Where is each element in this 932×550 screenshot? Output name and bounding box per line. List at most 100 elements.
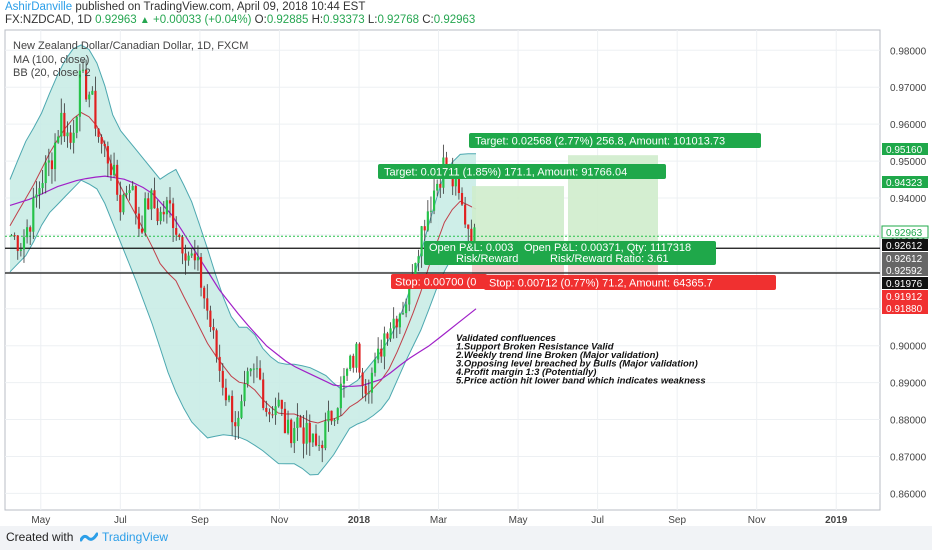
candle-body: [206, 298, 209, 311]
candle-body: [355, 343, 358, 368]
candle-body: [72, 132, 75, 143]
candle-body: [327, 410, 330, 422]
target-label-1-text: Target: 0.01711 (1.85%) 171.1, Amount: 9…: [384, 167, 627, 179]
candle-body: [227, 395, 231, 401]
candle-body: [10, 235, 13, 237]
open-value: 0.92885: [266, 14, 309, 26]
candle-body: [268, 411, 271, 415]
bb-upper-line: [9, 44, 476, 391]
tradingview-brand[interactable]: TradingView: [102, 530, 169, 544]
candle-body: [103, 143, 106, 147]
y-tick-label: 0.88000: [890, 416, 927, 427]
candle-body: [44, 162, 47, 184]
stop-label-2[interactable]: Stop: 0.00712 (0.77%) 71.2, Amount: 6436…: [484, 275, 776, 290]
candle-body: [184, 253, 187, 261]
x-tick-label: Jul: [114, 515, 127, 526]
candle-body: [255, 368, 259, 370]
notes-line-5: 5.Price action hit lower band which indi…: [456, 376, 706, 387]
candle-body: [237, 417, 240, 427]
stop-label-1[interactable]: Stop: 0.00700 (0: [391, 274, 487, 289]
candle-body: [249, 368, 252, 372]
price-label-box: [882, 277, 928, 289]
candle-body: [181, 237, 184, 254]
pnl-label-1[interactable]: Open P&L: 0.003 Risk/Reward: [424, 241, 520, 265]
candle-body: [473, 227, 476, 245]
candle-body: [373, 359, 377, 373]
candle-body: [401, 313, 405, 315]
candle-body: [215, 330, 218, 357]
moving-average-line: [9, 175, 477, 387]
candle-body: [358, 343, 361, 373]
candle-body: [426, 211, 429, 231]
candle-body: [336, 408, 339, 421]
candle-body: [436, 183, 439, 191]
time-axis[interactable]: May Jul Sep Nov 2018 Mar May Jul Sep Nov 2019: [31, 515, 847, 526]
x-tick-label: Jul: [591, 515, 604, 526]
rr-label-2-text: Risk/Reward Ratio: 3.61: [550, 253, 669, 265]
candle-body: [389, 328, 392, 339]
price-chart[interactable]: Target: 0.02568 (2.77%) 256.8, Amount: 1…: [0, 0, 932, 526]
candle-body: [467, 224, 470, 229]
stop-label-1-text: Stop: 0.00700 (0: [395, 277, 476, 289]
candle-body: [91, 90, 94, 95]
candle-body: [324, 421, 327, 449]
candle-body: [262, 379, 265, 408]
rr-label-1-text: Risk/Reward: [456, 253, 518, 265]
target-label-2[interactable]: Target: 0.02568 (2.77%) 256.8, Amount: 1…: [469, 133, 761, 148]
candle-body: [119, 194, 122, 213]
candle-body: [274, 406, 277, 416]
candle-body: [168, 200, 172, 204]
tradingview-logo-icon: [80, 532, 98, 542]
candle-body: [196, 257, 200, 261]
candle-body: [246, 371, 249, 384]
candle-body: [122, 194, 125, 213]
price-label-text: 0.91912: [886, 292, 923, 303]
candle-body: [243, 383, 246, 402]
target-label-2-text: Target: 0.02568 (2.77%) 256.8, Amount: 1…: [475, 136, 725, 148]
target-label-1[interactable]: Target: 0.01711 (1.85%) 171.1, Amount: 9…: [378, 164, 666, 179]
candle-body: [280, 399, 283, 409]
created-with-text: Created with: [6, 530, 74, 544]
candle-body: [175, 228, 178, 235]
candle-body: [190, 253, 193, 256]
pnl-label-2[interactable]: Open P&L: 0.00371, Qty: 1117318 Risk/Rew…: [518, 241, 716, 265]
candle-body: [333, 420, 336, 422]
candle-body: [178, 234, 181, 238]
candle-body: [445, 157, 448, 167]
author-link[interactable]: AshirDanville: [5, 1, 73, 13]
position-labels: Target: 0.02568 (2.77%) 256.8, Amount: 1…: [378, 133, 776, 290]
candle-body: [377, 348, 380, 360]
candle-body: [311, 433, 314, 443]
price-change: +0.00033 (+0.04%): [153, 14, 252, 26]
price-label-text: 0.92612: [886, 254, 923, 265]
candle-body: [367, 392, 370, 394]
candle-body: [429, 210, 433, 212]
candle-body: [16, 235, 19, 251]
x-tick-label: Sep: [668, 515, 686, 526]
candle-body: [38, 188, 41, 195]
candle-body: [193, 253, 196, 261]
x-tick-label: May: [31, 515, 50, 526]
candle-body: [199, 257, 203, 288]
candle-body: [25, 227, 29, 238]
x-tick-label: Nov: [271, 515, 289, 526]
candle-body: [454, 177, 457, 187]
candle-body: [290, 419, 293, 444]
high-value: 0.93373: [323, 14, 365, 26]
candle-body: [109, 163, 113, 175]
candle-body: [19, 249, 22, 251]
candle-body: [218, 356, 221, 371]
candle-body: [302, 427, 305, 444]
candle-body: [57, 136, 60, 143]
legend-title: New Zealand Dollar/Canadian Dollar, 1D, …: [13, 40, 248, 52]
candle-body: [131, 185, 134, 191]
candle-body: [224, 387, 228, 401]
price-label-text: 0.92592: [886, 266, 923, 277]
candle-body: [386, 333, 389, 339]
candle-body: [296, 417, 299, 429]
candle-body: [209, 310, 212, 327]
candle-body: [370, 372, 374, 393]
y-tick-label: 0.87000: [890, 452, 927, 463]
candle-body: [203, 287, 206, 299]
candle-body: [13, 235, 16, 237]
